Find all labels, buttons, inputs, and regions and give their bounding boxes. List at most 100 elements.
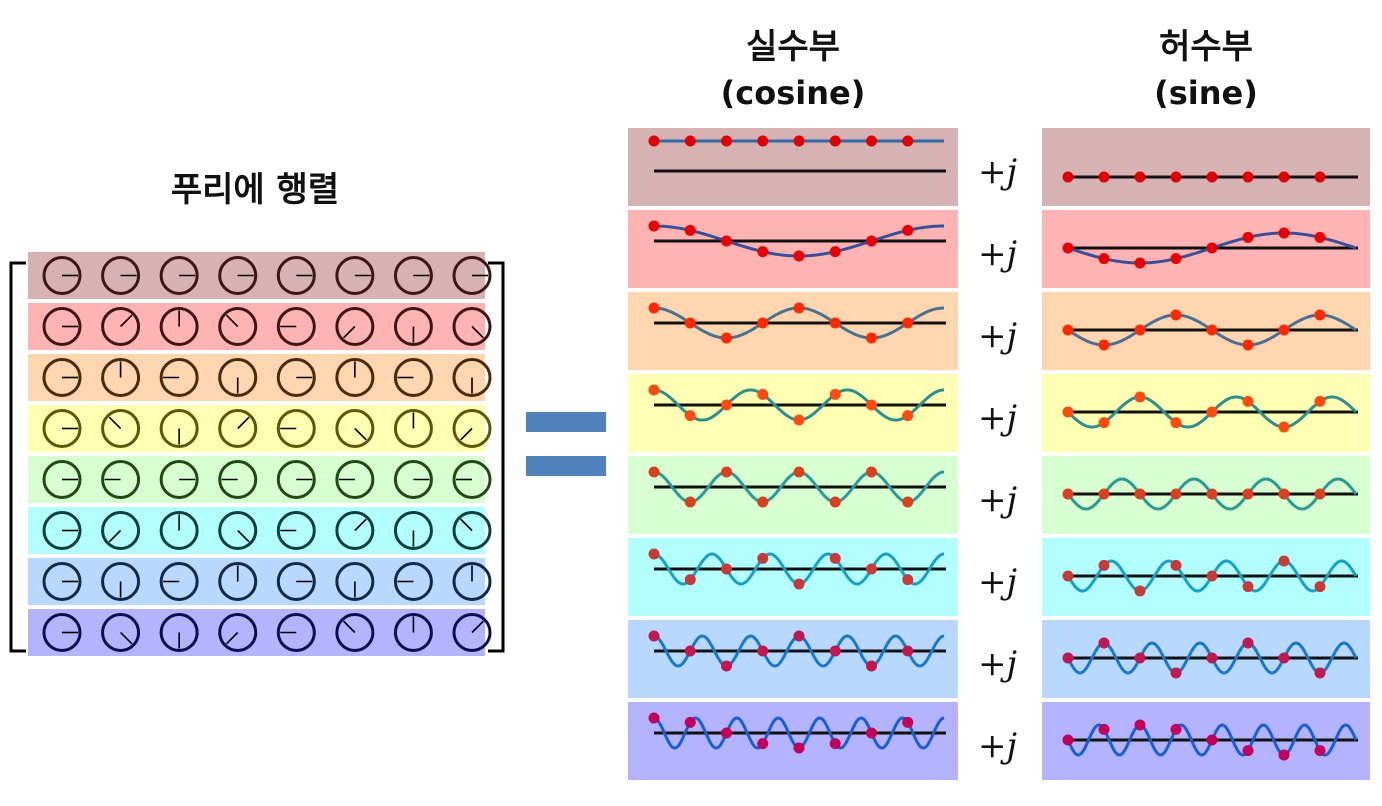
left-bracket xyxy=(9,261,26,653)
sample-point xyxy=(793,742,805,754)
sample-point xyxy=(866,332,877,344)
sample-point xyxy=(1206,734,1218,746)
sample-point xyxy=(793,302,805,314)
sample-point xyxy=(1134,488,1146,500)
plus-j-operator: +j xyxy=(978,562,1018,602)
sample-point xyxy=(648,302,660,314)
fourier-matrix xyxy=(9,252,505,656)
phasor-circle xyxy=(42,460,82,499)
sample-point xyxy=(1242,581,1254,593)
plus-j-operator: +j xyxy=(978,726,1018,766)
sample-point xyxy=(1206,570,1218,582)
phasor-circle xyxy=(276,256,316,295)
phasor-circle xyxy=(452,256,492,295)
phasor-circle xyxy=(159,307,199,346)
sample-point xyxy=(1242,395,1254,407)
sample-point xyxy=(684,574,696,586)
sample-point xyxy=(648,466,660,478)
sample-point xyxy=(721,332,732,344)
phasor-circle xyxy=(276,307,316,346)
phasor-circle xyxy=(393,409,433,448)
sample-point xyxy=(721,235,732,247)
phasor-hand xyxy=(108,416,122,430)
phasor-circle xyxy=(452,613,492,652)
sample-point xyxy=(1206,171,1218,183)
phasor-circle xyxy=(42,613,82,652)
sample-point xyxy=(1062,324,1074,336)
real-part-header: 실수부 (cosine) xyxy=(628,24,958,116)
sample-point xyxy=(684,645,696,657)
phasor-hand xyxy=(471,620,484,634)
sample-point xyxy=(1314,395,1326,407)
phasor-circle xyxy=(335,511,375,550)
sample-point xyxy=(1206,652,1218,664)
phasor-circle xyxy=(276,511,316,550)
phasor-circle xyxy=(159,613,199,652)
phasor-circle xyxy=(42,562,82,601)
sample-point xyxy=(902,317,914,329)
phasor-circle xyxy=(452,511,492,550)
phasor-circle xyxy=(335,358,375,397)
phasor-hand xyxy=(342,325,356,339)
phasor-hand xyxy=(460,427,473,441)
sample-point xyxy=(1242,231,1254,243)
sample-point xyxy=(866,135,877,147)
sample-point xyxy=(1278,488,1290,500)
sample-point xyxy=(757,738,769,750)
sample-point xyxy=(902,574,914,586)
plus-j-operator: +j xyxy=(978,316,1018,356)
sample-point xyxy=(1170,253,1182,265)
phasor-circle xyxy=(335,307,375,346)
phasor-hand xyxy=(354,427,367,441)
phasor-hand xyxy=(342,620,356,634)
imag-part-panel xyxy=(1042,620,1370,698)
phasor-circle xyxy=(159,358,199,397)
sample-point xyxy=(1206,406,1218,418)
sample-point xyxy=(1134,171,1146,183)
phasor-circle xyxy=(159,460,199,499)
sample-point xyxy=(1098,488,1110,500)
real-part-panel xyxy=(628,538,958,616)
sample-point xyxy=(648,384,660,396)
phasor-circle xyxy=(335,409,375,448)
phasor-hand xyxy=(471,325,484,339)
phasor-circle xyxy=(276,562,316,601)
sample-point xyxy=(829,552,841,564)
sample-point xyxy=(1314,309,1326,321)
sample-point xyxy=(1314,581,1326,593)
sample-point xyxy=(1170,171,1182,183)
panel-background xyxy=(628,456,958,534)
phasor-circle xyxy=(159,409,199,448)
real-part-panel xyxy=(628,128,958,206)
sample-point xyxy=(1098,171,1110,183)
phasor-circle xyxy=(42,307,82,346)
sample-point xyxy=(1062,406,1074,418)
sample-point xyxy=(1098,723,1110,735)
phasor-circle xyxy=(218,613,258,652)
phasor-circle xyxy=(452,409,492,448)
sample-point xyxy=(866,660,877,672)
sample-point xyxy=(1062,570,1074,582)
phasor-circle xyxy=(101,409,141,448)
sample-point xyxy=(1278,324,1290,336)
sample-point xyxy=(1278,227,1290,239)
sample-point xyxy=(1242,339,1254,351)
panel-background xyxy=(628,620,958,698)
phasor-circle xyxy=(42,358,82,397)
sample-point xyxy=(684,410,696,422)
imag-part-header: 허수부 (sine) xyxy=(1042,24,1370,116)
real-part-title: 실수부 xyxy=(746,27,840,67)
sample-point xyxy=(757,496,769,508)
panel-background xyxy=(628,292,958,370)
phasor-hand xyxy=(354,518,367,532)
phasor-circle xyxy=(101,256,141,295)
sample-point xyxy=(866,466,877,478)
sample-point xyxy=(902,716,914,728)
sample-point xyxy=(829,496,841,508)
sample-point xyxy=(1062,488,1074,500)
sample-point xyxy=(1278,555,1290,567)
sample-point xyxy=(793,250,805,262)
phasor-circle xyxy=(335,460,375,499)
phasor-circle xyxy=(159,256,199,295)
right-bracket xyxy=(488,261,505,653)
